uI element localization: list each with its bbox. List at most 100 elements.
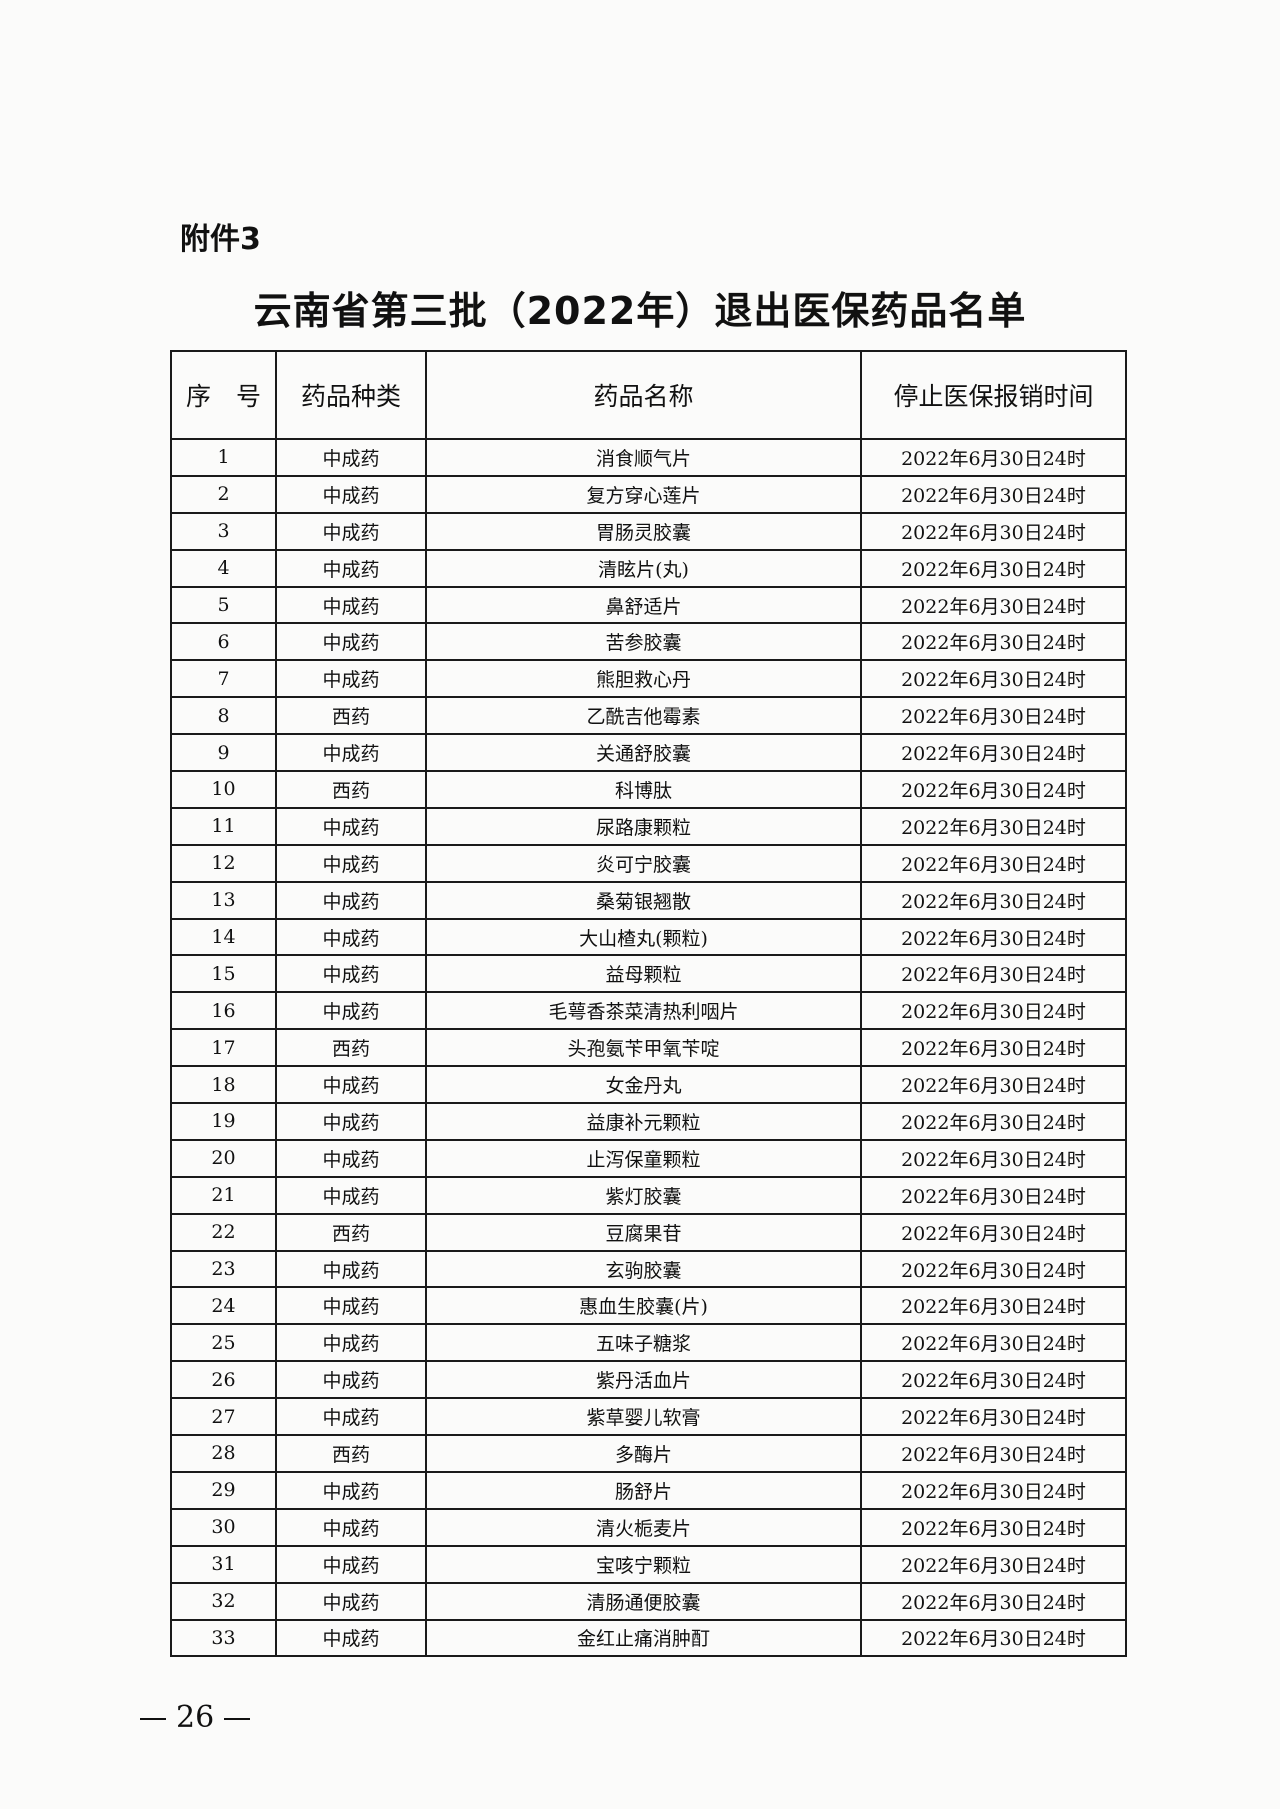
cell-index: 25: [170, 1323, 277, 1363]
cell-category: 中成药: [275, 1470, 427, 1510]
table-row: 29 中成药 肠舒片 2022年6月30日24时: [170, 1470, 1127, 1510]
cell-stop-time: 2022年6月30日24时: [860, 954, 1127, 994]
cell-category: 中成药: [275, 917, 427, 957]
cell-category: 西药: [275, 1434, 427, 1473]
table-row: 33 中成药 金红止痛消肿酊 2022年6月30日24时: [170, 1618, 1127, 1658]
cell-drug-name: 炎可宁胶囊: [425, 843, 862, 883]
table-row: 25 中成药 五味子糖浆 2022年6月30日24时: [170, 1323, 1127, 1363]
cell-drug-name: 宝咳宁颗粒: [425, 1544, 862, 1584]
table-row: 31 中成药 宝咳宁颗粒 2022年6月30日24时: [170, 1544, 1127, 1584]
cell-index: 22: [170, 1212, 277, 1252]
cell-stop-time: 2022年6月30日24时: [860, 696, 1127, 736]
cell-drug-name: 复方穿心莲片: [425, 474, 862, 514]
cell-drug-name: 女金丹丸: [425, 1065, 862, 1105]
cell-stop-time: 2022年6月30日24时: [860, 843, 1127, 883]
cell-category: 中成药: [275, 1249, 427, 1289]
cell-index: 10: [170, 770, 277, 809]
drug-list-table: 序 号 药品种类 药品名称 停止医保报销时间 1 中成药 消食顺气片 2022年6月3…: [170, 350, 1127, 1658]
cell-drug-name: 益母颗粒: [425, 954, 862, 994]
cell-stop-time: 2022年6月30日24时: [860, 1507, 1127, 1547]
cell-drug-name: 金红止痛消肿酊: [425, 1618, 862, 1658]
table-row: 26 中成药 紫丹活血片 2022年6月30日24时: [170, 1360, 1127, 1400]
cell-stop-time: 2022年6月30日24时: [860, 1249, 1127, 1289]
cell-drug-name: 五味子糖浆: [425, 1323, 862, 1363]
cell-category: 中成药: [275, 954, 427, 994]
cell-drug-name: 紫草婴儿软膏: [425, 1397, 862, 1437]
cell-index: 19: [170, 1102, 277, 1141]
cell-drug-name: 鼻舒适片: [425, 585, 862, 625]
cell-drug-name: 桑菊银翘散: [425, 880, 862, 920]
table-row: 4 中成药 清眩片(丸) 2022年6月30日24时: [170, 548, 1127, 588]
cell-stop-time: 2022年6月30日24时: [860, 880, 1127, 920]
table-row: 22 西药 豆腐果苷 2022年6月30日24时: [170, 1212, 1127, 1252]
cell-drug-name: 止泻保童颗粒: [425, 1138, 862, 1178]
table-row: 14 中成药 大山楂丸(颗粒) 2022年6月30日24时: [170, 917, 1127, 957]
table-row: 9 中成药 关通舒胶囊 2022年6月30日24时: [170, 733, 1127, 773]
cell-index: 26: [170, 1360, 277, 1400]
cell-stop-time: 2022年6月30日24时: [860, 1360, 1127, 1400]
cell-drug-name: 清眩片(丸): [425, 548, 862, 588]
cell-stop-time: 2022年6月30日24时: [860, 1470, 1127, 1510]
cell-stop-time: 2022年6月30日24时: [860, 1544, 1127, 1584]
cell-drug-name: 肠舒片: [425, 1470, 862, 1510]
table-row: 32 中成药 清肠通便胶囊 2022年6月30日24时: [170, 1581, 1127, 1621]
table-row: 15 中成药 益母颗粒 2022年6月30日24时: [170, 954, 1127, 994]
cell-drug-name: 豆腐果苷: [425, 1212, 862, 1252]
cell-drug-name: 毛萼香茶菜清热利咽片: [425, 991, 862, 1031]
cell-category: 中成药: [275, 1102, 427, 1141]
table-row: 17 西药 头孢氨苄甲氧苄啶 2022年6月30日24时: [170, 1028, 1127, 1068]
cell-drug-name: 乙酰吉他霉素: [425, 696, 862, 736]
table-row: 8 西药 乙酰吉他霉素 2022年6月30日24时: [170, 696, 1127, 736]
cell-index: 28: [170, 1434, 277, 1473]
table-row: 5 中成药 鼻舒适片 2022年6月30日24时: [170, 585, 1127, 625]
cell-index: 5: [170, 585, 277, 625]
page-title: 云南省第三批（2022年）退出医保药品名单: [253, 289, 1027, 333]
cell-index: 11: [170, 806, 277, 846]
table-row: 18 中成药 女金丹丸 2022年6月30日24时: [170, 1065, 1127, 1105]
table-row: 30 中成药 清火栀麦片 2022年6月30日24时: [170, 1507, 1127, 1547]
cell-drug-name: 多酶片: [425, 1434, 862, 1473]
dash-right: [224, 1718, 251, 1720]
cell-index: 18: [170, 1065, 277, 1105]
cell-stop-time: 2022年6月30日24时: [860, 548, 1127, 588]
cell-drug-name: 益康补元颗粒: [425, 1102, 862, 1141]
cell-stop-time: 2022年6月30日24时: [860, 1102, 1127, 1141]
cell-category: 中成药: [275, 991, 427, 1031]
cell-stop-time: 2022年6月30日24时: [860, 991, 1127, 1031]
cell-stop-time: 2022年6月30日24时: [860, 1028, 1127, 1068]
cell-category: 中成药: [275, 1175, 427, 1215]
cell-index: 4: [170, 548, 277, 588]
table-row: 1 中成药 消食顺气片 2022年6月30日24时: [170, 438, 1127, 477]
cell-stop-time: 2022年6月30日24时: [860, 1286, 1127, 1326]
table-row: 27 中成药 紫草婴儿软膏 2022年6月30日24时: [170, 1397, 1127, 1437]
cell-drug-name: 大山楂丸(颗粒): [425, 917, 862, 957]
cell-index: 27: [170, 1397, 277, 1437]
cell-category: 中成药: [275, 474, 427, 514]
cell-stop-time: 2022年6月30日24时: [860, 1618, 1127, 1658]
table-row: 10 西药 科博肽 2022年6月30日24时: [170, 770, 1127, 809]
cell-index: 3: [170, 511, 277, 551]
cell-category: 中成药: [275, 843, 427, 883]
header-category: 药品种类: [275, 350, 427, 440]
cell-category: 中成药: [275, 1138, 427, 1178]
cell-stop-time: 2022年6月30日24时: [860, 1434, 1127, 1473]
table-row: 2 中成药 复方穿心莲片 2022年6月30日24时: [170, 474, 1127, 514]
cell-drug-name: 科博肽: [425, 770, 862, 809]
table-row: 12 中成药 炎可宁胶囊 2022年6月30日24时: [170, 843, 1127, 883]
cell-drug-name: 熊胆救心丹: [425, 659, 862, 699]
cell-stop-time: 2022年6月30日24时: [860, 474, 1127, 514]
table-row: 20 中成药 止泻保童颗粒 2022年6月30日24时: [170, 1138, 1127, 1178]
cell-category: 中成药: [275, 1507, 427, 1547]
header-stop-time: 停止医保报销时间: [860, 350, 1127, 440]
cell-category: 中成药: [275, 548, 427, 588]
page-number-text: 26: [176, 1700, 215, 1735]
cell-index: 21: [170, 1175, 277, 1215]
cell-category: 中成药: [275, 511, 427, 551]
cell-stop-time: 2022年6月30日24时: [860, 1397, 1127, 1437]
cell-stop-time: 2022年6月30日24时: [860, 1138, 1127, 1178]
cell-category: 中成药: [275, 1065, 427, 1105]
cell-index: 15: [170, 954, 277, 994]
cell-index: 6: [170, 622, 277, 662]
cell-stop-time: 2022年6月30日24时: [860, 585, 1127, 625]
cell-index: 30: [170, 1507, 277, 1547]
